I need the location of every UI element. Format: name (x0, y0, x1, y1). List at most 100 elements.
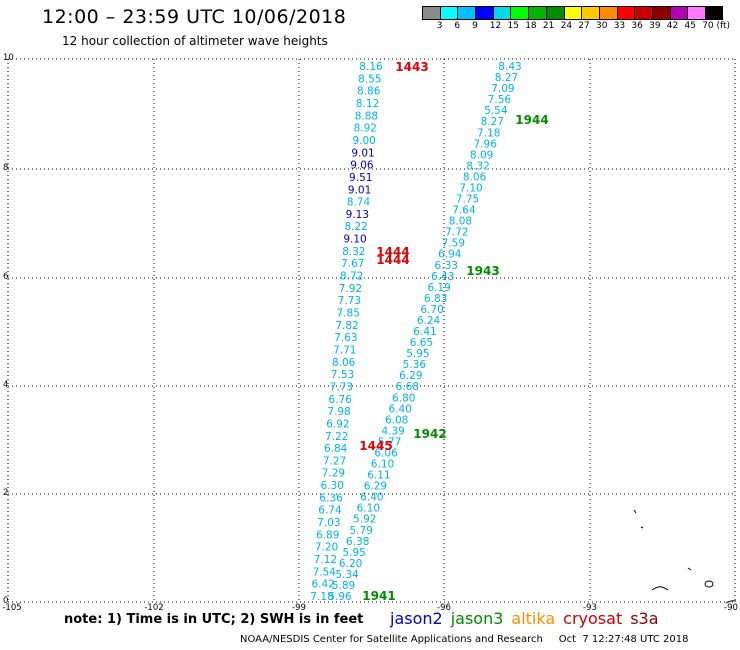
swh-value: 9.13 (346, 209, 369, 221)
map-grid (7, 58, 736, 603)
coastline (633, 509, 737, 604)
y-axis-tick-label: 6 (3, 272, 8, 282)
color-swatch (528, 6, 546, 20)
swh-value: 7.82 (335, 320, 358, 332)
swh-value: 7.22 (325, 431, 348, 443)
color-swatch (669, 6, 688, 20)
color-scale-label: 18 (525, 21, 537, 31)
swh-value: 7.75 (456, 194, 479, 206)
swh-value: 8.08 (449, 216, 472, 228)
swh-value: 6.68 (396, 381, 419, 393)
swh-value: 6.20 (339, 558, 362, 570)
swh-value: 6.08 (385, 414, 408, 426)
swh-value: 6.24 (417, 315, 441, 327)
swh-value: 7.73 (330, 381, 353, 393)
swh-value: 8.06 (332, 357, 356, 369)
x-axis-tick-label: -102 (144, 603, 163, 613)
swh-value: 6.30 (321, 480, 344, 492)
swh-value: 7.56 (488, 94, 512, 106)
swh-value: 6.74 (318, 505, 342, 517)
swh-value: 7.64 (452, 205, 476, 217)
color-swatch (687, 6, 705, 20)
swh-value: 8.55 (358, 73, 381, 85)
swh-value: 8.32 (342, 246, 365, 258)
color-swatch (457, 6, 476, 20)
y-axis-tick-label: 4 (3, 380, 8, 390)
pass-time-label: 1942 (413, 427, 446, 441)
color-swatch (422, 6, 440, 20)
axis-labels: -105 -102 -99 -96 -93 -90 0 2 4 6 8 10 (2, 53, 738, 613)
pass-time-label: 1941 (362, 589, 395, 603)
legend-item-cryosat: cryosat (563, 609, 623, 628)
pass-time-label: 1944 (515, 113, 548, 127)
swh-value: 6.06 (374, 447, 398, 459)
swh-value: 8.09 (470, 149, 493, 161)
legend-item-s3a: s3a (630, 609, 659, 628)
swh-value: 6.29 (364, 481, 387, 493)
swh-value: 7.18 (477, 127, 500, 139)
swh-value: 6.65 (410, 337, 433, 349)
color-swatch (581, 6, 599, 20)
credit-line: NOAA/NESDIS Center for Satellite Applica… (240, 634, 689, 645)
swh-value: 7.85 (337, 308, 360, 320)
color-scale-label: 6 (454, 21, 461, 31)
color-swatch (563, 6, 582, 20)
legend-item-jason3: jason3 (450, 609, 504, 628)
swh-value: 6.83 (424, 293, 447, 305)
swh-value: 9.10 (343, 234, 366, 246)
swh-value: 6.36 (319, 492, 343, 504)
swh-value: 5.34 (335, 569, 359, 581)
swh-value: 9.01 (351, 147, 374, 159)
swh-value: 5.95 (406, 348, 429, 360)
color-scale-label: 33 (613, 21, 626, 31)
swh-value: 8.06 (463, 171, 487, 183)
swh-value: 9.51 (349, 172, 372, 184)
track-jason3-values: 8.438.277.097.565.548.277.187.968.098.32… (328, 61, 521, 603)
color-scale-label: 30 (596, 21, 608, 31)
x-axis-tick-label: -99 (292, 603, 306, 613)
swh-value: 6.29 (399, 370, 422, 382)
swh-value: 7.29 (322, 468, 345, 480)
map-subtitle: 12 hour collection of altimeter wave hei… (62, 34, 328, 48)
color-scale-label: 42 (666, 21, 679, 31)
swh-value: 8.12 (356, 98, 379, 110)
color-scale-label: 12 (489, 21, 502, 31)
swh-value: 6.40 (389, 403, 412, 415)
pass-time-label: 1443 (395, 60, 428, 74)
swh-value: 6.92 (326, 418, 349, 430)
swh-value: 7.18 (310, 591, 333, 603)
swh-value: 8.88 (355, 110, 378, 122)
swh-value: 6.84 (324, 443, 348, 455)
swh-value: 8.86 (357, 86, 381, 98)
swh-value: 5.92 (353, 514, 376, 526)
legend-item-altika: altika (511, 609, 556, 628)
swh-value: 7.67 (341, 258, 364, 270)
color-swatch (545, 6, 564, 20)
swh-value: 6.19 (427, 282, 450, 294)
color-scale-label: 15 (507, 21, 519, 31)
map-title: 12:00 – 23:59 UTC 10/06/2018 (42, 6, 347, 28)
pass-time-label: 1444 (376, 253, 409, 267)
swh-value: 4.39 (381, 425, 404, 437)
swh-value: 5.77 (378, 436, 401, 448)
swh-value: 6.94 (438, 249, 462, 261)
pass-time-label: 1943 (466, 264, 499, 278)
color-swatch (510, 6, 529, 20)
swh-value: 6.43 (431, 271, 454, 283)
swh-value: 7.27 (323, 455, 346, 467)
x-axis-tick-label: -93 (583, 603, 597, 613)
swh-value: 7.10 (459, 182, 482, 194)
x-axis-tick-label: -96 (437, 603, 451, 613)
x-axis-tick-label: -90 (724, 603, 738, 613)
swh-value: 5.89 (332, 580, 355, 592)
y-axis-tick-label: 2 (3, 488, 8, 498)
color-scale-label: 27 (578, 21, 590, 31)
swh-value: 6.10 (357, 503, 380, 515)
swh-value: 6.70 (420, 304, 443, 316)
swh-value: 6.40 (360, 492, 383, 504)
swh-value: 6.33 (435, 260, 458, 272)
coastline-segment (640, 526, 644, 529)
color-swatch (634, 6, 652, 20)
